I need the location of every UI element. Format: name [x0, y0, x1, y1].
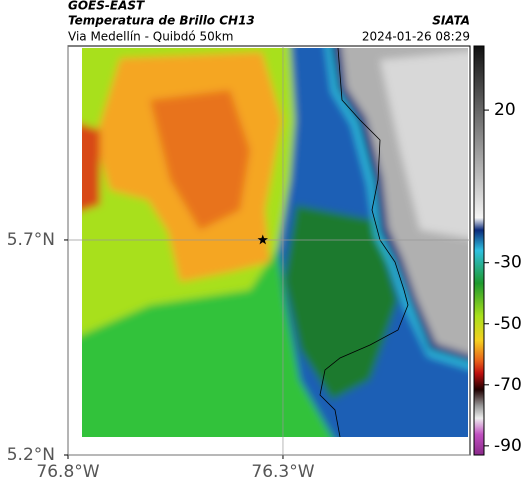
colorbar-tick-label: -50	[494, 314, 522, 334]
timestamp: 2024-01-26 08:29	[362, 30, 470, 44]
x-tick-label: 76.8°W	[36, 462, 99, 482]
colorbar-tick-label: -90	[494, 436, 522, 456]
imagery	[82, 48, 468, 437]
source: GOES-EAST	[68, 0, 145, 13]
brand: SIATA	[432, 14, 470, 28]
y-tick-label: 5.7°N	[7, 230, 55, 250]
y-tick-label: 5.2°N	[7, 445, 55, 465]
colorbar-tick-label: -70	[494, 375, 522, 395]
colorbar-tick-label: -30	[494, 253, 522, 273]
subtitle: Via Medellín - Quibdó 50km	[68, 30, 233, 44]
title: Temperatura de Brillo CH13	[68, 14, 255, 28]
location-marker	[257, 234, 268, 245]
x-tick-label: 76.3°W	[251, 462, 314, 482]
colorbar-tick-label: 20	[494, 100, 516, 120]
colorbar	[473, 45, 485, 456]
